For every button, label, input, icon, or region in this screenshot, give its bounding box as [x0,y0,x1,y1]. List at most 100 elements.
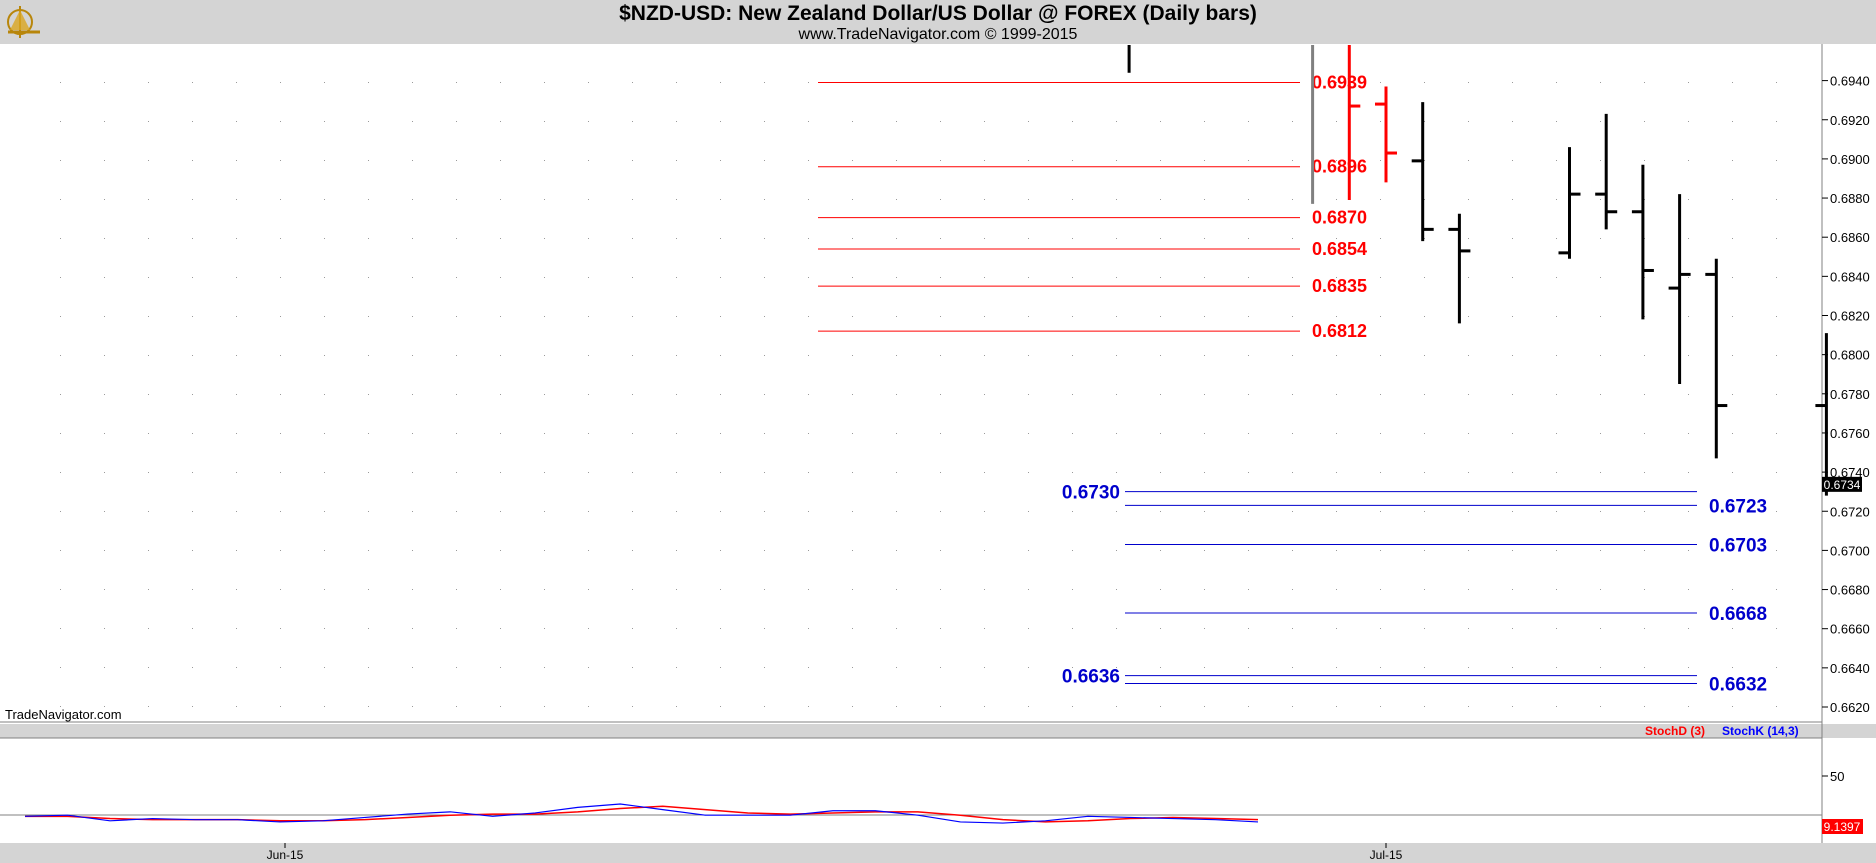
grid-dot [1336,394,1337,395]
grid-dot [1292,316,1293,317]
grid-dot [1248,667,1249,668]
grid-dot [1512,199,1513,200]
grid-dot [236,550,237,551]
grid-dot [1160,550,1161,551]
grid-dot [676,589,677,590]
grid-dot [324,706,325,707]
grid-dot [324,511,325,512]
grid-dot [1380,199,1381,200]
grid-dot [588,199,589,200]
grid-dot [544,550,545,551]
grid-dot [588,628,589,629]
grid-dot [368,433,369,434]
y-tick-label: 0.6660 [1830,622,1870,637]
grid-dot [192,706,193,707]
grid-dot [1732,706,1733,707]
grid-dot [632,550,633,551]
grid-dot [368,511,369,512]
grid-dot [764,433,765,434]
grid-dot [1028,667,1029,668]
grid-dot [1292,706,1293,707]
grid-dot [1380,121,1381,122]
grid-dot [1204,121,1205,122]
grid-dot [236,82,237,83]
grid-dot [632,511,633,512]
y-axis-ticks: 0.6620 0.6640 0.6660 0.6680 0.6700 0.6720 0.67… [1822,74,1870,715]
grid-dot [1688,433,1689,434]
grid-dot [60,550,61,551]
grid-dot [676,550,677,551]
grid-dot [1336,82,1337,83]
y-tick-label: 0.6620 [1830,700,1870,715]
grid-dot [544,667,545,668]
grid-dot [1776,121,1777,122]
grid-dot [500,472,501,473]
grid-dot [1424,160,1425,161]
grid-dot [1160,199,1161,200]
grid-dot [984,277,985,278]
grid-dot [720,511,721,512]
grid-dot [104,160,105,161]
grid-dot [1644,394,1645,395]
grid-dot [1556,511,1557,512]
grid-dot [280,628,281,629]
grid-dot [1600,316,1601,317]
grid-dot [1512,394,1513,395]
grid-dot [500,511,501,512]
grid-dot [588,238,589,239]
y-tick-label: 0.6700 [1830,543,1870,558]
grid-dot [104,316,105,317]
support-label: 0.6668 [1709,604,1767,625]
y-tick-label: 0.6800 [1830,348,1870,363]
grid-dot [1732,238,1733,239]
grid-dot [1732,550,1733,551]
grid-dot [456,160,457,161]
grid-dot [544,355,545,356]
grid-dot [1160,433,1161,434]
grid-dot [1424,511,1425,512]
grid-dot [984,316,985,317]
grid-dot [940,589,941,590]
grid-dot [588,277,589,278]
grid-dot [1072,394,1073,395]
grid-dot [1512,472,1513,473]
resistance-label: 0.6854 [1312,239,1367,259]
grid-dot [764,511,765,512]
grid-dot [500,160,501,161]
grid-dot [984,667,985,668]
support-label: 0.6730 [1062,483,1120,504]
grid-dot [1424,355,1425,356]
grid-dot [1512,238,1513,239]
grid-dot [60,628,61,629]
grid-dot [324,589,325,590]
grid-dot [984,160,985,161]
grid-dot [1468,394,1469,395]
grid-dot [808,511,809,512]
grid-dot [984,394,985,395]
grid-dot [588,394,589,395]
grid-dot [104,238,105,239]
grid-dot [1116,589,1117,590]
grid-dot [280,277,281,278]
grid-dot [940,628,941,629]
grid-dot [280,316,281,317]
grid-dot [1512,121,1513,122]
grid-dot [1028,628,1029,629]
grid-dot [192,667,193,668]
grid-dot [808,706,809,707]
grid-dot [1776,550,1777,551]
grid-dot [1468,472,1469,473]
grid-dot [1556,277,1557,278]
grid-dot [896,355,897,356]
grid-dot [808,589,809,590]
grid-dot [104,511,105,512]
y-tick-label: 0.6880 [1830,191,1870,206]
grid-dot [412,277,413,278]
grid-dot [1688,589,1689,590]
grid-dot [720,277,721,278]
grid-dot [1512,667,1513,668]
grid-dot [368,628,369,629]
grid-dot [1380,628,1381,629]
grid-dot [940,511,941,512]
grid-dot [764,160,765,161]
